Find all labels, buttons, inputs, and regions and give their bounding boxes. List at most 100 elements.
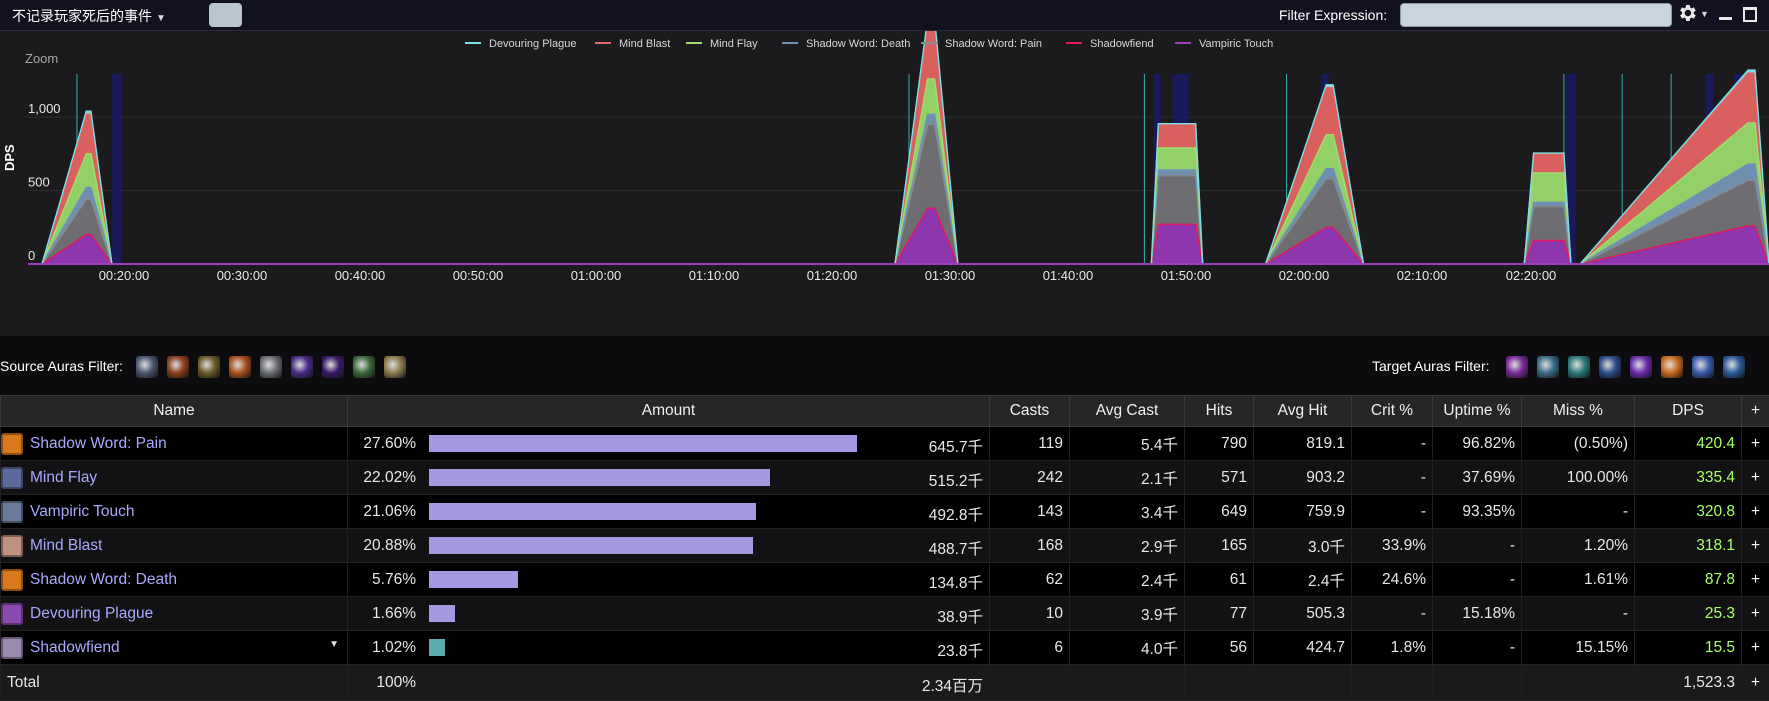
header-avg-cast[interactable]: Avg Cast: [1070, 396, 1185, 427]
row-amount-cell: 5.76%134.8千: [348, 563, 990, 597]
aura-blue-star-icon[interactable]: [1692, 356, 1714, 378]
header-miss[interactable]: Miss %: [1522, 396, 1635, 427]
aura-frost-icon[interactable]: [1537, 356, 1559, 378]
aura-green-totem-icon[interactable]: [353, 356, 375, 378]
aura-demon-head-icon[interactable]: [167, 356, 189, 378]
row-pct: 20.88%: [354, 537, 416, 555]
row-name-cell: Shadowfiend ▼: [1, 631, 348, 665]
row-add-button[interactable]: +: [1742, 597, 1769, 631]
spell-link[interactable]: Vampiric Touch: [30, 503, 135, 520]
x-tick-label: 00:40:00: [335, 268, 386, 283]
legend-label: Shadowfiend: [1090, 38, 1154, 50]
aura-shadowform-icon[interactable]: [322, 356, 344, 378]
x-tick-label: 01:00:00: [571, 268, 622, 283]
row-uptime: -: [1433, 563, 1522, 597]
amount-bar: [429, 639, 445, 656]
row-dps: 25.3: [1635, 597, 1742, 631]
header-casts[interactable]: Casts: [990, 396, 1070, 427]
aura-blue-blade-icon[interactable]: [1723, 356, 1745, 378]
aura-teal-icon[interactable]: [1568, 356, 1590, 378]
total-amount-cell: 100% 2.34百万: [348, 665, 990, 701]
expand-icon[interactable]: ▼: [329, 639, 339, 650]
aura-orange-face-icon[interactable]: [1661, 356, 1683, 378]
row-amount: 488.7千: [929, 537, 983, 559]
header-uptime[interactable]: Uptime %: [1433, 396, 1522, 427]
abilities-table: Name Amount Casts Avg Cast Hits Avg Hit …: [0, 395, 1769, 701]
aura-bag-icon[interactable]: [384, 356, 406, 378]
aura-claw-icon[interactable]: [198, 356, 220, 378]
aura-vampire-icon[interactable]: [1506, 356, 1528, 378]
spell-link[interactable]: Shadow Word: Pain: [30, 435, 167, 452]
spell-link[interactable]: Shadow Word: Death: [30, 571, 177, 588]
row-name-cell: Shadow Word: Death: [1, 563, 348, 597]
header-name[interactable]: Name: [1, 396, 348, 427]
row-avg-cast: 3.4千: [1070, 495, 1185, 529]
row-avg-cast: 3.9千: [1070, 597, 1185, 631]
row-hits: 649: [1185, 495, 1254, 529]
row-pct: 1.02%: [354, 639, 416, 657]
row-amount: 134.8千: [929, 571, 983, 593]
minimize-icon[interactable]: [1719, 17, 1732, 20]
spell-link[interactable]: Devouring Plague: [30, 605, 153, 622]
row-add-button[interactable]: +: [1742, 427, 1769, 461]
row-avg-hit: 903.2: [1254, 461, 1352, 495]
chevron-down-icon[interactable]: ▼: [1700, 9, 1709, 19]
row-add-button[interactable]: +: [1742, 461, 1769, 495]
row-avg-hit: 505.3: [1254, 597, 1352, 631]
highlight-band: [112, 74, 121, 264]
target-auras-label: Target Auras Filter:: [1372, 358, 1490, 374]
gear-icon[interactable]: [1676, 2, 1698, 27]
swd-icon: [1, 569, 23, 591]
row-avg-cast: 2.9千: [1070, 529, 1185, 563]
row-crit: 33.9%: [1352, 529, 1433, 563]
aura-violet-icon[interactable]: [1630, 356, 1652, 378]
header-amount[interactable]: Amount: [348, 396, 990, 427]
header-dps[interactable]: DPS: [1635, 396, 1742, 427]
row-add-button[interactable]: +: [1742, 495, 1769, 529]
row-add-button[interactable]: +: [1742, 563, 1769, 597]
row-pct: 21.06%: [354, 503, 416, 521]
aura-purple-beam-icon[interactable]: [291, 356, 313, 378]
row-hits: 790: [1185, 427, 1254, 461]
y-tick-label: 0: [28, 248, 35, 263]
row-name-cell: Mind Blast: [1, 529, 348, 563]
spell-link[interactable]: Mind Blast: [30, 537, 102, 554]
y-axis-label: DPS: [2, 144, 17, 171]
aura-fire-strike-icon[interactable]: [229, 356, 251, 378]
row-add-button[interactable]: +: [1742, 631, 1769, 665]
row-amount-cell: 27.60%645.7千: [348, 427, 990, 461]
header-add-column-button[interactable]: +: [1742, 396, 1769, 427]
row-casts: 119: [990, 427, 1070, 461]
spell-link[interactable]: Mind Flay: [30, 469, 97, 486]
row-avg-cast: 2.4千: [1070, 563, 1185, 597]
blank-button[interactable]: [209, 3, 242, 27]
maximize-icon[interactable]: [1743, 7, 1757, 22]
row-casts: 143: [990, 495, 1070, 529]
row-add-button[interactable]: +: [1742, 529, 1769, 563]
filter-expression-input[interactable]: [1400, 3, 1672, 27]
row-amount: 23.8千: [937, 639, 983, 661]
header-crit[interactable]: Crit %: [1352, 396, 1433, 427]
aura-blue-rune-icon[interactable]: [1599, 356, 1621, 378]
total-add-button[interactable]: +: [1742, 665, 1769, 701]
row-amount: 38.9千: [937, 605, 983, 627]
aura-skull-icon[interactable]: [260, 356, 282, 378]
header-hits[interactable]: Hits: [1185, 396, 1254, 427]
aura-shadowy-orb-icon[interactable]: [136, 356, 158, 378]
row-pct: 27.60%: [354, 435, 416, 453]
spell-link[interactable]: Shadowfiend: [30, 639, 120, 656]
header-avg-hit[interactable]: Avg Hit: [1254, 396, 1352, 427]
total-miss: [1522, 665, 1635, 701]
deaths-filter-dropdown[interactable]: 不记录玩家死后的事件▼: [12, 6, 166, 26]
row-miss: 1.61%: [1522, 563, 1635, 597]
